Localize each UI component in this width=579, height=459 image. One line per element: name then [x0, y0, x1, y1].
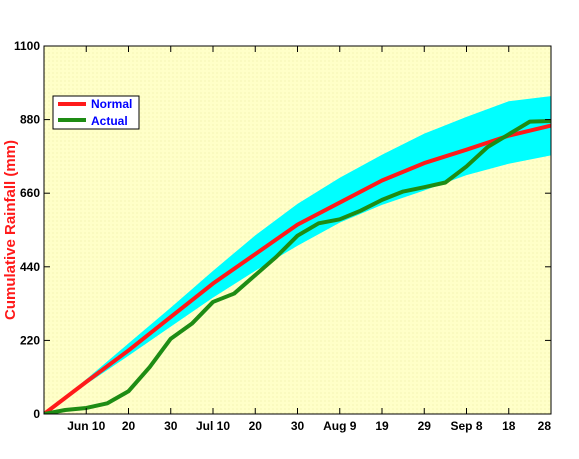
legend-label-actual: Actual — [91, 114, 128, 128]
x-tick-label: 30 — [291, 419, 305, 433]
legend: Normal Actual — [52, 95, 140, 130]
normal-range-band — [44, 96, 551, 414]
y-tick-label: 880 — [20, 113, 40, 127]
normal-series-line — [44, 123, 551, 414]
x-tick-label: 30 — [164, 419, 178, 433]
legend-label-normal: Normal — [91, 97, 132, 111]
x-tick-label: Sep 8 — [450, 419, 482, 433]
y-tick-label: 0 — [33, 407, 40, 421]
x-tick-label: 29 — [418, 419, 432, 433]
x-tick-label: 20 — [249, 419, 263, 433]
x-tick-label: Jul 10 — [196, 419, 230, 433]
legend-box — [52, 95, 140, 130]
y-tick-label: 660 — [20, 186, 40, 200]
x-tick-label: 28 — [538, 419, 552, 433]
y-tick-label: 220 — [20, 333, 40, 347]
x-tick-label: 20 — [122, 419, 136, 433]
x-tick-label: 19 — [375, 419, 389, 433]
x-tick-label: Aug 9 — [323, 419, 357, 433]
y-axis-label: Cumulative Rainfall (mm) — [2, 140, 19, 320]
actual-series-line — [44, 118, 551, 414]
y-tick-label: 440 — [20, 260, 40, 274]
x-tick-label: 18 — [502, 419, 516, 433]
y-tick-label: 1100 — [14, 39, 40, 53]
x-tick-label: Jun 10 — [67, 419, 105, 433]
